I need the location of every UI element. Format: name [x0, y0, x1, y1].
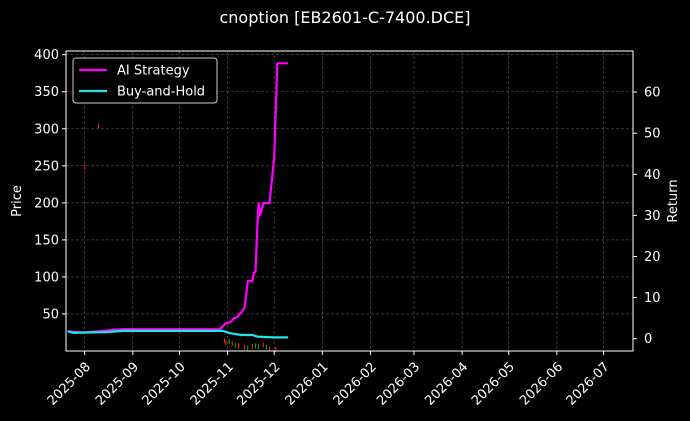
left-y-tick-label: 350	[34, 85, 59, 100]
x-tick-label: 2026-03	[374, 360, 423, 409]
legend: AI Strategy Buy-and-Hold	[72, 57, 218, 104]
left-axis-label: Price	[10, 185, 25, 217]
legend-box	[72, 57, 218, 104]
x-tick-label: 2025-08	[45, 360, 94, 409]
left-y-tick-label: 100	[34, 270, 59, 285]
chart-title: cnoption [EB2601-C-7400.DCE]	[219, 8, 470, 27]
x-tick-label: 2026-06	[517, 360, 566, 409]
right-y-tick-label: 40	[644, 168, 661, 183]
x-tick-label: 2026-05	[469, 360, 518, 409]
right-y-tick-label: 0	[644, 332, 652, 347]
grid-layer	[66, 51, 633, 351]
x-tick-label: 2026-07	[564, 360, 613, 409]
legend-label: Buy-and-Hold	[117, 85, 205, 100]
left-y-tick-label: 250	[34, 159, 59, 174]
left-y-tick-label: 300	[34, 122, 59, 137]
series-layer	[67, 62, 289, 339]
x-tick-label: 2025-09	[93, 360, 142, 409]
plot-frame	[65, 50, 634, 352]
x-tick-label: 2025-11	[188, 360, 237, 409]
right-y-tick-label: 30	[644, 209, 661, 224]
left-y-tick-label: 50	[42, 307, 59, 322]
series-line-buy-and-hold	[67, 329, 289, 339]
right-y-tick-label: 60	[644, 86, 661, 101]
legend-label: AI Strategy	[117, 64, 190, 79]
x-tick-label: 2025-10	[140, 360, 189, 409]
series-line-ai-strategy	[67, 62, 289, 334]
x-tick-label: 2025-12	[234, 360, 283, 409]
right-axis-label: Return	[666, 179, 681, 222]
right-y-tick-label: 20	[644, 250, 661, 265]
left-y-tick-label: 400	[34, 48, 59, 63]
candles-layer	[84, 123, 277, 353]
left-y-tick-label: 150	[34, 233, 59, 248]
x-tick-label: 2026-04	[422, 360, 471, 409]
right-y-tick-label: 10	[644, 291, 661, 306]
x-tick-label: 2026-02	[331, 360, 380, 409]
x-tick-label: 2026-01	[283, 360, 332, 409]
right-y-tick-label: 50	[644, 127, 661, 142]
left-y-tick-label: 200	[34, 196, 59, 211]
